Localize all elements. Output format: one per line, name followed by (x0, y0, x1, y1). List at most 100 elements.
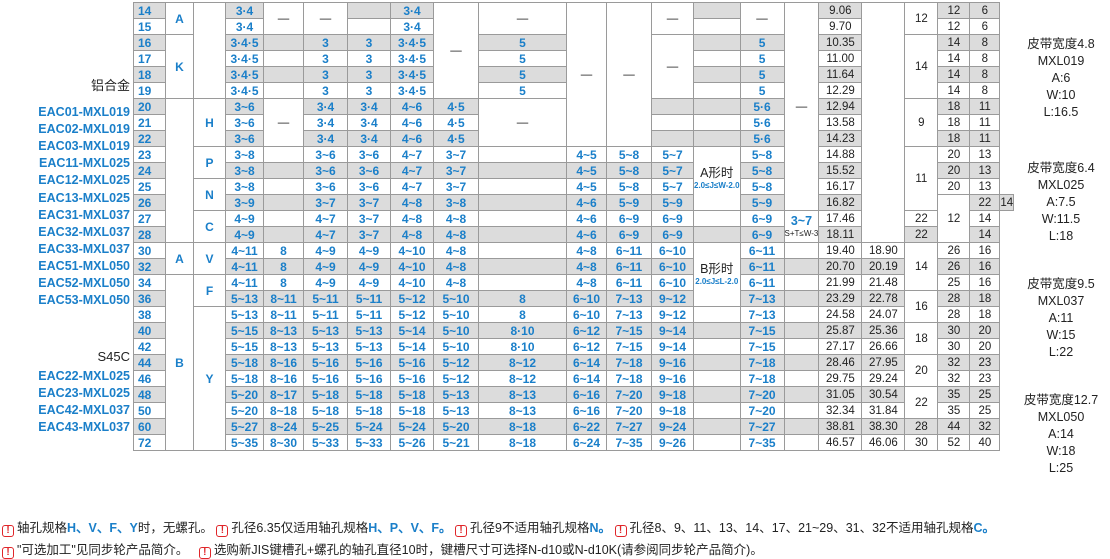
bore-cell: 3~6 (347, 146, 391, 163)
bore-cell: 5~11 (347, 306, 391, 323)
merged-cell: — (263, 98, 304, 147)
bore-cell: 3~9 (225, 194, 264, 211)
bore-cell: 5~12 (433, 354, 479, 371)
bore-cell: 5~18 (303, 402, 348, 419)
bore-cell: 5 (478, 34, 567, 51)
bore-cell (263, 162, 304, 179)
bore-cell: 3~8 (225, 162, 264, 179)
bore-cell (263, 146, 304, 163)
bore-cell: 4~10 (390, 258, 434, 275)
bore-cell: 4~8 (433, 226, 479, 243)
bore-cell: 5~16 (390, 370, 434, 387)
bore-cell (263, 210, 304, 227)
bore-cell: 4~7 (303, 226, 348, 243)
bore-cell: 5 (739, 82, 785, 99)
bore-cell: 5~13 (225, 290, 264, 307)
tooth-count-cell: 20 (133, 98, 166, 115)
part-code: EAC23-MXL025 (38, 386, 130, 401)
bore-cell: 4~9 (303, 274, 348, 291)
table-row: 46 5~18 8~16 5~16 5~16 5~16 5~12 8~12 6~14 7~18 9~… (133, 370, 1014, 387)
dimension-cell: 21.99 (818, 274, 863, 291)
bore-cell: 5~24 (347, 418, 391, 435)
pulley-spec-table: 14 A 3·4— —3·4— — — — — — —9.06 12 12 6 15 3·4 3·4 9.70 1… (133, 2, 1015, 451)
dimension-cell: 14 (969, 226, 1001, 243)
dimension-cell: 32.34 (818, 402, 863, 419)
bore-cell: 5~24 (390, 418, 434, 435)
bore-cell: 9~16 (651, 354, 694, 371)
dimension-cell: 8 (969, 66, 1001, 83)
table-row: 60 5~27 8~24 5~25 5~24 5~24 5~20 8~18 6~22 7~27 9~… (133, 418, 1014, 435)
bore-cell: 5~10 (433, 290, 479, 307)
tooth-count-cell: 23 (133, 146, 166, 163)
bore-cell: 5~13 (347, 322, 391, 339)
dimension-cell: 11.64 (818, 66, 863, 83)
table-row: 42 5~15 8~13 5~13 5~13 5~14 5~10 8·10 6~12 7~15 9~… (133, 338, 1014, 355)
belt-spec-line: A:14 (1048, 427, 1074, 441)
dimension-cell: 20.70 (818, 258, 863, 275)
merged-cell: P (193, 146, 226, 179)
dimension-cell (693, 50, 741, 67)
part-code: EAC33-MXL037 (38, 241, 130, 256)
dimension-cell (783, 306, 820, 323)
bore-cell: 5~16 (303, 354, 348, 371)
bore-cell (263, 66, 304, 83)
warning-icon: ! (455, 525, 468, 537)
bore-cell: 3 (303, 82, 348, 99)
dimension-cell: 16 (969, 242, 1001, 259)
dimension-cell: 8 (969, 34, 1001, 51)
dimension-cell: 32 (937, 354, 971, 371)
dimension-cell: 20 (969, 322, 1001, 339)
bore-cell (263, 34, 304, 51)
dimension-cell: 28 (937, 290, 971, 307)
bore-cell: 8~11 (263, 306, 304, 323)
dimension-cell (693, 354, 741, 371)
dimension-cell: 30 (937, 322, 971, 339)
bore-cell: 4~11 (225, 242, 264, 259)
dimension-cell: 26.66 (861, 338, 906, 355)
bore-cell: 3~7 (433, 146, 479, 163)
tooth-count-cell: 46 (133, 370, 166, 387)
bore-cell (478, 258, 567, 275)
bore-cell: 4~8 (433, 258, 479, 275)
part-code: EAC02-MXL019 (38, 122, 130, 137)
bore-cell: 5~18 (303, 386, 348, 403)
dimension-cell: 16 (969, 258, 1001, 275)
bore-cell: 6~9 (651, 226, 694, 243)
bore-cell: 5~13 (303, 322, 348, 339)
dimension-cell (693, 114, 741, 131)
dimension-cell: 18 (937, 114, 971, 131)
bore-cell: 5~8 (739, 146, 785, 163)
belt-spec-line: W:10 (1046, 88, 1076, 102)
merged-cell: N (193, 178, 226, 211)
bore-cell: 6~16 (566, 386, 607, 403)
dimension-cell (693, 130, 741, 147)
bore-cell: 7~13 (606, 290, 652, 307)
bore-cell: 7~15 (739, 322, 785, 339)
bore-cell: 8~12 (478, 354, 567, 371)
bore-cell: 4~6 (390, 114, 434, 131)
bore-cell: 5~11 (347, 290, 391, 307)
table-row: 38 Y 5~13 8~11 5~11 5~11 5~12 5~10 8 6~10 7~13 9~12… (133, 306, 1014, 451)
bore-cell: 4~5 (566, 146, 607, 163)
bore-cell: 5~7 (651, 162, 694, 179)
bore-cell: 3·4 (303, 130, 348, 147)
dimension-cell: 11.00 (818, 50, 863, 67)
bore-cell: 4~7 (390, 162, 434, 179)
dimension-cell: 13 (969, 146, 1001, 163)
tooth-count-cell: 34 (133, 274, 166, 291)
table-row: 34 B F 4~11 8 4~9 4~9 4~10 4~8 4~8 6~11 6~10 6~11 21.… (133, 274, 1014, 451)
bore-cell: 6~10 (651, 242, 694, 259)
bore-cell: 9~18 (651, 386, 694, 403)
bore-cell: 4~9 (347, 242, 391, 259)
bore-cell: 5~33 (303, 434, 348, 451)
bore-cell: 3~6 (225, 114, 264, 131)
bore-cell: 4~9 (303, 258, 348, 275)
dimension-cell: 28.46 (818, 354, 863, 371)
warning-icon: ! (2, 525, 14, 537)
merged-cell: 9 (904, 98, 939, 147)
bore-cell: 5~10 (433, 338, 479, 355)
dimension-cell: 14 (937, 50, 971, 67)
bore-cell: 8~18 (478, 434, 567, 451)
bore-cell: 4~7 (390, 178, 434, 195)
dimension-cell: 28 (904, 418, 939, 435)
